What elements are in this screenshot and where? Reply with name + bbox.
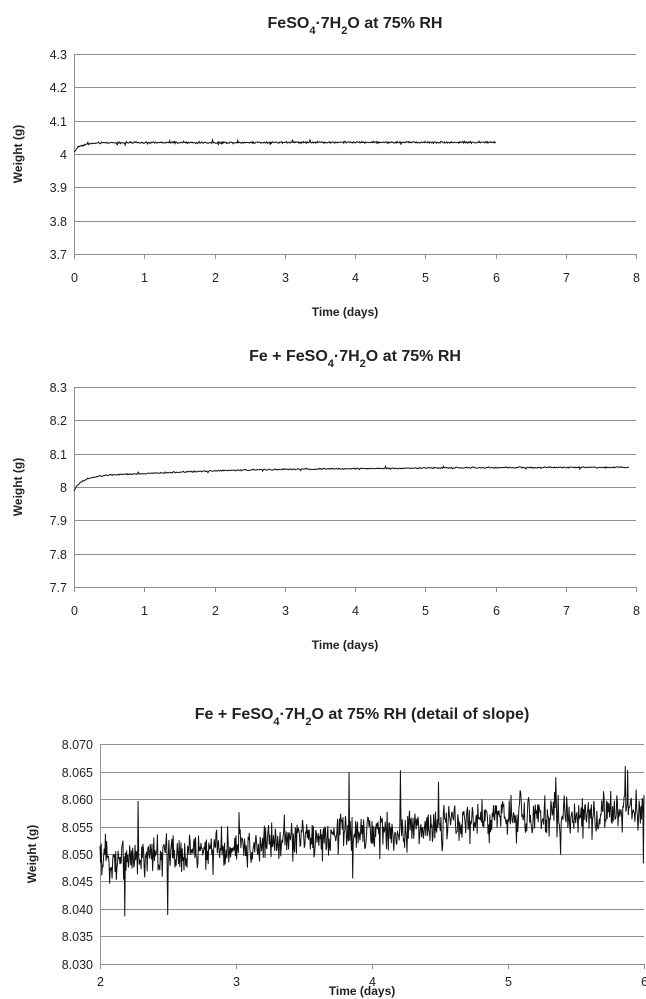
x-tick-label: 5 (505, 975, 512, 989)
x-tick-label: 7 (563, 604, 570, 618)
y-tick-label: 4.1 (50, 115, 67, 129)
data-series-line (73, 138, 496, 153)
x-axis-label: Time (days) (312, 638, 378, 652)
data-series-line (99, 765, 645, 917)
x-tick-label: 3 (282, 604, 289, 618)
title-text: Fe + FeSO (249, 348, 328, 365)
title-subscript: 4 (328, 358, 335, 370)
y-tick-label: 8.030 (62, 958, 93, 972)
y-tick-label: 8 (60, 481, 67, 495)
y-axis-label: Weight (g) (25, 825, 39, 883)
y-tick-label: 7.9 (50, 514, 67, 528)
x-tick-label: 2 (97, 975, 104, 989)
y-tick-label: 8.2 (50, 414, 67, 428)
chart-1: FeSO4·7H2O at 75% RH3.73.83.944.14.24.30… (11, 15, 640, 319)
chart-2: Fe + FeSO4·7H2O at 75% RH7.77.87.988.18.… (11, 348, 640, 652)
x-tick-label: 8 (633, 604, 640, 618)
x-tick-label: 4 (352, 604, 359, 618)
title-subscript: 2 (341, 25, 347, 37)
x-tick-label: 0 (71, 271, 78, 285)
y-tick-label: 8.065 (62, 766, 93, 780)
title-text: O at 75% RH (detail of slope) (311, 706, 529, 723)
title-text: FeSO (268, 15, 310, 32)
x-tick-label: 2 (212, 271, 219, 285)
title-subscript: 4 (273, 716, 280, 728)
title-subscript: 2 (360, 358, 366, 370)
y-tick-label: 8.055 (62, 821, 93, 835)
y-tick-label: 3.7 (50, 248, 67, 262)
y-tick-label: 8.040 (62, 903, 93, 917)
x-tick-label: 3 (282, 271, 289, 285)
x-tick-label: 5 (422, 604, 429, 618)
title-text: O at 75% RH (347, 15, 442, 32)
x-tick-label: 6 (493, 271, 500, 285)
x-tick-label: 2 (212, 604, 219, 618)
x-tick-label: 4 (352, 271, 359, 285)
title-subscript: 4 (309, 25, 316, 37)
y-tick-label: 7.8 (50, 548, 67, 562)
y-tick-label: 8.070 (62, 738, 93, 752)
y-tick-label: 8.045 (62, 875, 93, 889)
x-tick-label: 1 (141, 604, 148, 618)
y-tick-label: 8.3 (50, 381, 67, 395)
x-tick-label: 4 (369, 975, 376, 989)
x-axis-label: Time (days) (329, 984, 395, 998)
title-text: ·7H (315, 15, 341, 32)
x-axis-label: Time (days) (312, 305, 378, 319)
x-tick-label: 7 (563, 271, 570, 285)
y-tick-label: 4.3 (50, 48, 67, 62)
title-text: ·7H (334, 348, 360, 365)
y-axis-label: Weight (g) (11, 125, 25, 183)
title-text: Fe + FeSO (195, 706, 274, 723)
chart-title: FeSO4·7H2O at 75% RH (268, 15, 443, 37)
title-subscript: 2 (305, 716, 311, 728)
x-tick-label: 5 (422, 271, 429, 285)
x-tick-label: 3 (233, 975, 240, 989)
x-tick-label: 1 (141, 271, 148, 285)
title-text: O at 75% RH (366, 348, 461, 365)
y-tick-label: 8.060 (62, 793, 93, 807)
chart-3: Fe + FeSO4·7H2O at 75% RH (detail of slo… (25, 706, 646, 998)
x-tick-label: 0 (71, 604, 78, 618)
y-tick-label: 8.1 (50, 448, 67, 462)
x-tick-label: 6 (641, 975, 646, 989)
x-tick-label: 6 (493, 604, 500, 618)
x-tick-label: 8 (633, 271, 640, 285)
chart-title: Fe + FeSO4·7H2O at 75% RH (249, 348, 461, 370)
data-series-line (73, 464, 630, 491)
y-axis-label: Weight (g) (11, 458, 25, 516)
y-tick-label: 4 (60, 148, 67, 162)
y-tick-label: 7.7 (50, 581, 67, 595)
y-tick-label: 4.2 (50, 81, 67, 95)
chart-title: Fe + FeSO4·7H2O at 75% RH (detail of slo… (195, 706, 530, 728)
y-tick-label: 3.9 (50, 181, 67, 195)
y-tick-label: 3.8 (50, 215, 67, 229)
y-tick-label: 8.035 (62, 930, 93, 944)
title-text: ·7H (280, 706, 306, 723)
y-tick-label: 8.050 (62, 848, 93, 862)
